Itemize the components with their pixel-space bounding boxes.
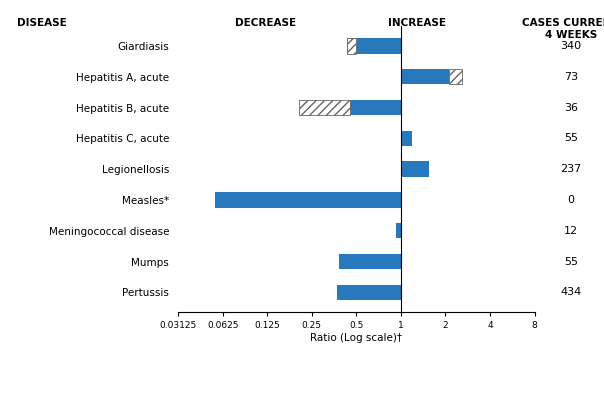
Bar	[347, 38, 356, 54]
Text: CASES CURRENT
4 WEEKS: CASES CURRENT 4 WEEKS	[522, 18, 604, 39]
Text: 12: 12	[564, 226, 578, 236]
Bar	[449, 69, 462, 84]
Text: 434: 434	[560, 287, 582, 297]
Text: 73: 73	[564, 72, 578, 82]
Text: 0: 0	[567, 195, 574, 205]
Bar	[350, 100, 401, 115]
Bar	[401, 162, 429, 177]
Bar	[337, 285, 401, 300]
Text: DECREASE: DECREASE	[235, 18, 297, 28]
Text: 55: 55	[564, 257, 578, 267]
Bar	[401, 69, 449, 84]
Text: 36: 36	[564, 103, 578, 113]
Text: 237: 237	[560, 164, 582, 174]
Bar	[401, 131, 411, 146]
Text: INCREASE: INCREASE	[388, 18, 446, 28]
Bar	[347, 38, 401, 54]
Text: 340: 340	[561, 41, 581, 51]
Bar	[396, 223, 401, 238]
X-axis label: Ratio (Log scale)†: Ratio (Log scale)†	[310, 333, 402, 343]
Bar	[214, 192, 401, 208]
Text: DISEASE: DISEASE	[18, 18, 67, 28]
Text: 55: 55	[564, 133, 578, 143]
Bar	[339, 254, 401, 269]
Bar	[299, 100, 350, 115]
